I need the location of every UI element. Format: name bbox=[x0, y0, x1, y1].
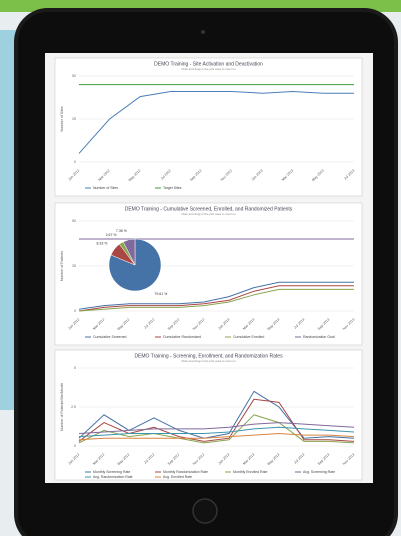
pie-label: 7.35 % bbox=[116, 229, 127, 233]
y-tick-label: 0 bbox=[74, 160, 76, 164]
legend-label: Monthly Enrolled Rate bbox=[233, 470, 267, 474]
chart-subtitle: Click and drag in the plot area to zoom … bbox=[181, 67, 236, 71]
legend-label: Avg. Enrolled Rate bbox=[163, 475, 192, 479]
y-axis-label: Number of Patients bbox=[60, 251, 64, 281]
y-tick-label: 50 bbox=[72, 74, 76, 78]
legend-label: Cumulative Randomized bbox=[163, 335, 201, 339]
photo: DEMO Training - Site Activation and Deac… bbox=[0, 0, 401, 536]
legend-label: Target Sites bbox=[163, 186, 182, 190]
home-button bbox=[193, 499, 217, 523]
legend-label: Randomization Goal bbox=[303, 335, 335, 339]
pie-label: 2.67 % bbox=[106, 233, 117, 237]
chart-panel bbox=[55, 350, 362, 480]
y-tick-label: 50 bbox=[72, 219, 76, 223]
legend-label: Cumulative Enrolled bbox=[233, 335, 264, 339]
page: DEMO Training - Site Activation and Deac… bbox=[0, 0, 401, 536]
y-tick-label: 0 bbox=[74, 444, 76, 448]
y-axis-label: Number of Sites bbox=[60, 106, 64, 131]
y-tick-label: 5 bbox=[74, 366, 76, 370]
legend-label: Number of Sites bbox=[93, 186, 118, 190]
y-tick-label: 0 bbox=[74, 309, 76, 313]
legend-label: Cumulative Screened bbox=[93, 335, 127, 339]
y-tick-label: 25 bbox=[72, 264, 76, 268]
legend-label: Avg. Randomization Rate bbox=[93, 475, 133, 479]
pie-label: 8.33 % bbox=[96, 241, 107, 245]
pie-label: 79.61 % bbox=[154, 292, 167, 296]
camera bbox=[201, 30, 205, 34]
legend-label: Monthly Screening Rate bbox=[93, 470, 130, 474]
y-tick-label: 25 bbox=[72, 117, 76, 121]
legend-label: Avg. Screening Rate bbox=[303, 470, 335, 474]
y-tick-label: 2.5 bbox=[71, 405, 76, 409]
legend-label: Monthly Randomization Rate bbox=[163, 470, 208, 474]
chart-subtitle: Click and drag in the plot area to zoom … bbox=[181, 212, 236, 216]
chart-subtitle: Click and drag in the plot area to zoom … bbox=[181, 359, 236, 363]
y-axis-label: Number of Patients/Site/Month bbox=[60, 383, 64, 431]
